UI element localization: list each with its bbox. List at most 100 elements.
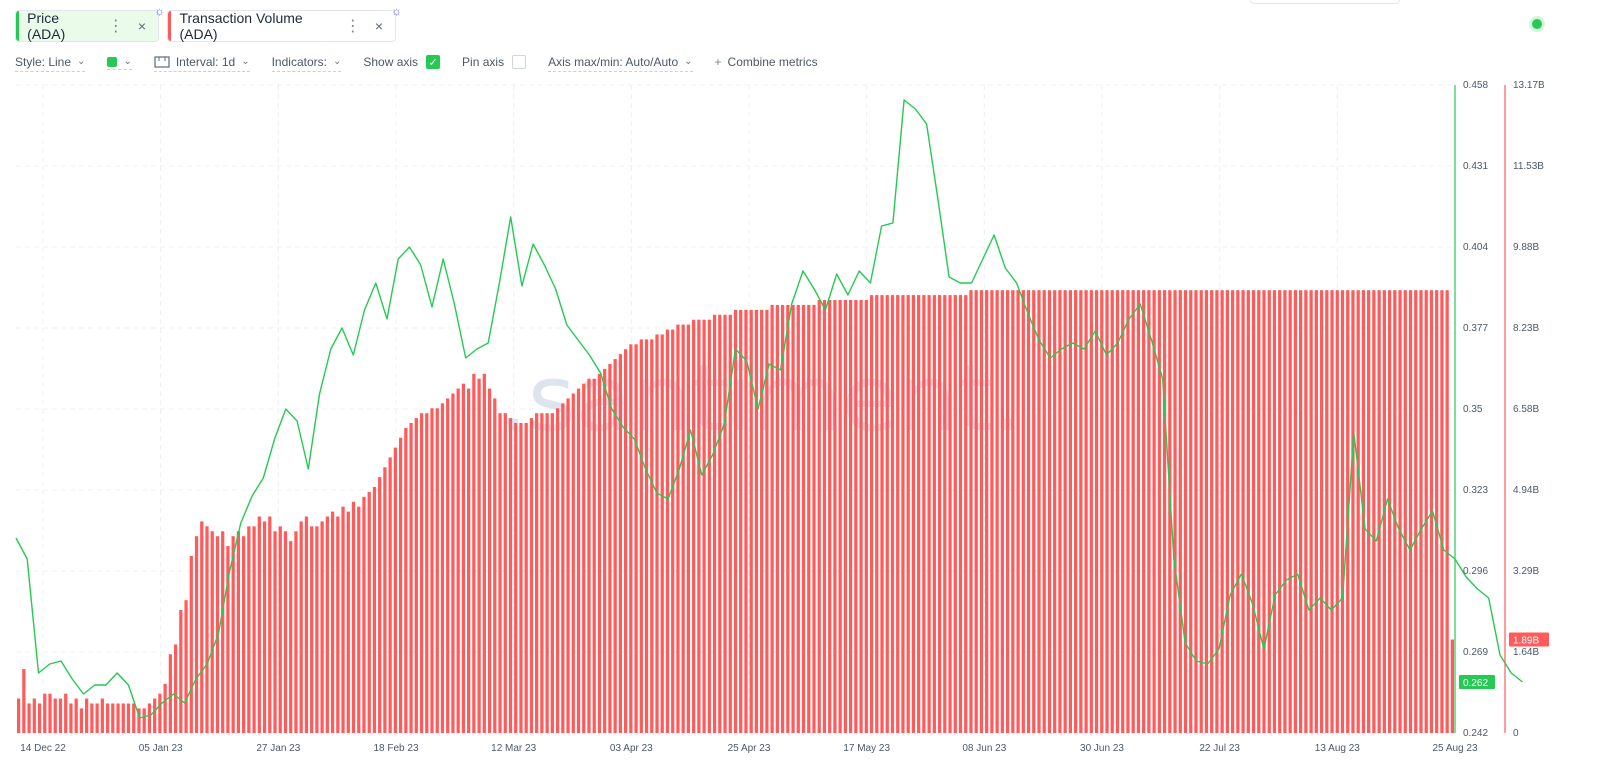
chevron-down-icon: ⌄: [332, 56, 342, 67]
tab-volume-color-bar: [168, 11, 172, 41]
x-axis-tick: 03 Apr 23: [610, 743, 653, 754]
show-axis-label: Show axis: [363, 55, 419, 69]
volume-bar: [1142, 290, 1146, 733]
volume-bar: [257, 516, 261, 733]
tab-transaction-volume[interactable]: Transaction Volume (ADA) ⋮ × ☼: [167, 4, 402, 42]
volume-bar: [1162, 290, 1167, 733]
volume-bar: [1288, 290, 1292, 733]
volume-bar: [16, 698, 21, 733]
volume-bar: [1346, 290, 1350, 733]
volume-bar: [728, 314, 732, 733]
volume-bar: [1204, 290, 1209, 733]
tab-price-settings-icon[interactable]: ☼: [154, 4, 165, 18]
volume-bar: [890, 295, 895, 733]
price-axis-tick: 0.377: [1463, 323, 1488, 334]
volume-bar: [1309, 290, 1313, 733]
x-axis-tick: 30 Jun 23: [1080, 743, 1124, 754]
volume-bar: [1121, 290, 1125, 733]
x-axis-tick: 25 Apr 23: [728, 743, 771, 754]
tab-price-menu-icon[interactable]: ⋮: [107, 18, 124, 35]
volume-bar: [529, 418, 534, 733]
interval-dropdown[interactable]: Interval: 1d ⌄: [153, 54, 250, 72]
volume-bar: [1408, 290, 1413, 733]
volume-bar: [576, 388, 581, 733]
volume-bar: [608, 363, 612, 733]
pin-axis-label: Pin axis: [462, 55, 505, 69]
volume-bar: [1021, 290, 1025, 733]
volume-bar: [69, 703, 73, 733]
volume-bar: [807, 304, 811, 733]
volume-bar: [1340, 290, 1345, 733]
volume-bar: [304, 516, 309, 733]
price-line: [15, 99, 1523, 719]
volume-bar: [409, 423, 413, 733]
volume-bar: [362, 496, 366, 733]
volume-bar: [430, 408, 434, 733]
volume-bar: [582, 383, 586, 733]
volume-bar: [995, 290, 999, 733]
volume-bar: [1393, 290, 1397, 733]
volume-bar: [419, 413, 424, 733]
volume-bar: [535, 413, 539, 733]
tab-price-close-icon[interactable]: ×: [137, 18, 146, 34]
tab-volume-close-icon[interactable]: ×: [374, 18, 383, 34]
volume-bar: [90, 703, 94, 733]
volume-bar: [1005, 290, 1010, 733]
volume-bar: [671, 329, 675, 733]
volume-bar: [707, 319, 711, 733]
combine-metrics-button[interactable]: + Combine metrics: [715, 55, 818, 71]
pin-axis-checkbox[interactable]: [512, 55, 527, 69]
volume-bar: [922, 295, 926, 733]
volume-bar: [1335, 290, 1339, 733]
volume-bar: [346, 511, 350, 733]
volume-bar: [262, 521, 267, 733]
volume-axis-tick: 8.23B: [1513, 323, 1539, 334]
volume-bar: [341, 506, 345, 733]
volume-bar: [325, 516, 329, 733]
tab-price-ada[interactable]: Price (ADA) ⋮ × ☼: [15, 4, 165, 42]
indicators-dropdown[interactable]: Indicators: ⌄: [271, 55, 342, 72]
volume-bar: [760, 309, 764, 733]
price-axis-tick: 0.269: [1463, 647, 1488, 658]
volume-bar: [948, 295, 952, 733]
axis-maxmin-dropdown[interactable]: Axis max/min: Auto/Auto ⌄: [548, 55, 693, 72]
volume-bar: [1000, 290, 1004, 733]
volume-bar: [749, 309, 753, 733]
interval-label: Interval: 1d: [175, 54, 236, 69]
tab-volume-menu-icon[interactable]: ⋮: [344, 18, 361, 35]
volume-bar: [472, 373, 476, 733]
tab-volume-settings-icon[interactable]: ☼: [391, 4, 402, 18]
volume-bar: [367, 491, 371, 733]
volume-bar: [885, 295, 889, 733]
volume-bar: [132, 703, 136, 733]
x-axis-tick: 13 Aug 23: [1315, 743, 1360, 754]
combine-metrics-label: Combine metrics: [727, 55, 818, 69]
style-dropdown[interactable]: Style: Line ⌄: [15, 55, 86, 72]
volume-bar: [718, 314, 722, 733]
volume-bar: [100, 698, 104, 733]
volume-bar: [1251, 290, 1256, 733]
volume-bar: [247, 526, 251, 733]
volume-bar: [1199, 290, 1203, 733]
volume-bar: [446, 398, 450, 733]
volume-bar: [111, 703, 115, 733]
volume-bar: [1194, 290, 1198, 733]
volume-bar: [383, 467, 387, 733]
tab-volume-label: Transaction Volume (ADA): [179, 10, 303, 42]
volume-bar: [974, 290, 978, 733]
chart-toolbar: Style: Line ⌄ ⌄ Interval: 1d ⌄ Indicator…: [15, 52, 840, 74]
volume-bar: [571, 393, 575, 733]
volume-axis-tick: 1.64B: [1513, 647, 1539, 658]
show-axis-checkbox[interactable]: ✓: [426, 55, 441, 69]
volume-bar: [555, 408, 560, 733]
pin-axis-toggle[interactable]: Pin axis: [462, 55, 527, 71]
volume-bar: [388, 457, 392, 733]
color-dropdown[interactable]: ⌄: [107, 56, 132, 70]
volume-axis-tick: 6.58B: [1513, 404, 1539, 415]
volume-bar: [639, 339, 643, 733]
volume-bar: [754, 309, 759, 733]
volume-bar: [58, 698, 63, 733]
volume-bar: [1047, 290, 1052, 733]
show-axis-toggle[interactable]: Show axis ✓: [363, 55, 441, 71]
